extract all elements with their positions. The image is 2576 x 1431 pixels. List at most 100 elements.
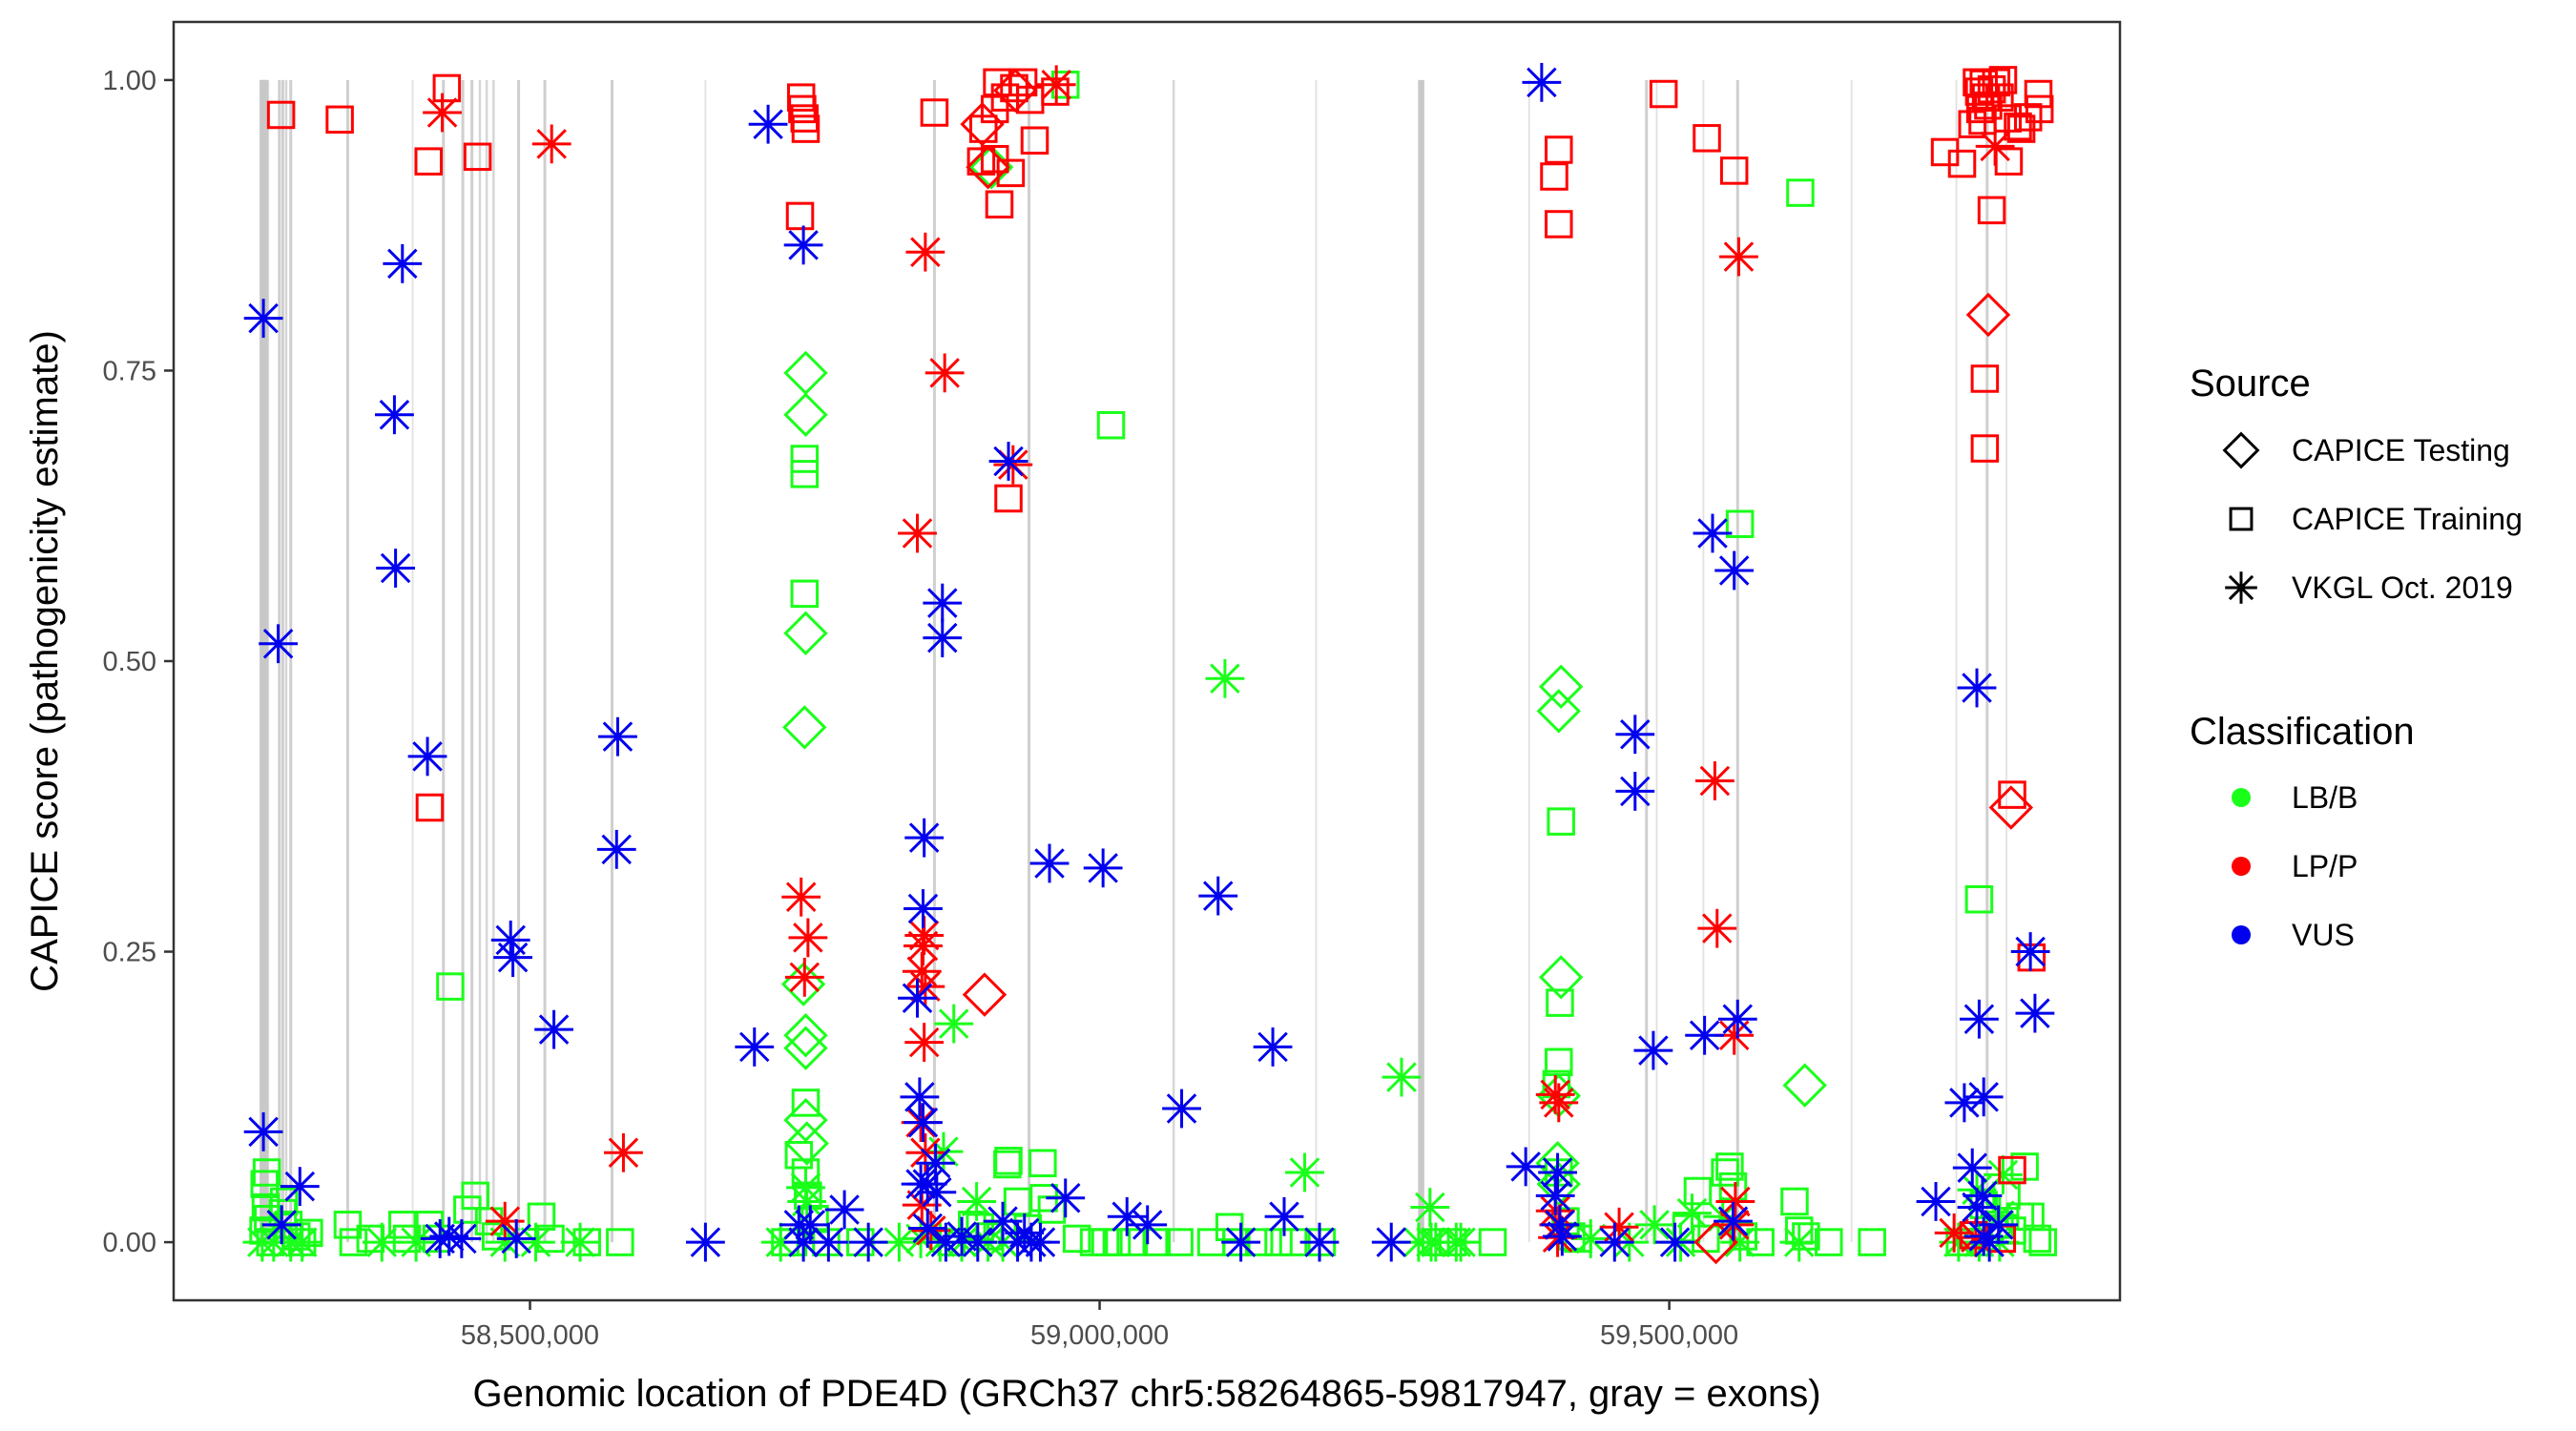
- legend-source-label: VKGL Oct. 2019: [2292, 570, 2513, 605]
- x-tick-label: 58,500,000: [461, 1320, 599, 1351]
- data-point-vkgl-vus: [1535, 1175, 1575, 1215]
- data-point-vkgl-lp-p: [898, 513, 937, 553]
- data-point-vkgl-vus: [1128, 1205, 1168, 1245]
- data-point-vkgl-vus: [407, 736, 447, 777]
- data-point-training-lp-p: [325, 105, 354, 135]
- data-point-vkgl-vus: [1029, 843, 1070, 883]
- legend-source-label: CAPICE Training: [2292, 502, 2523, 536]
- data-point-vkgl-lp-p: [905, 232, 945, 272]
- data-point-testing-lp-p: [1693, 1219, 1738, 1265]
- data-point-training-lp-p: [1719, 156, 1749, 185]
- data-point-training-lb-b: [1547, 807, 1575, 836]
- data-point-vkgl-vus: [1714, 1201, 1753, 1241]
- data-point-vkgl-vus: [1046, 1178, 1086, 1218]
- data-point-vkgl-lp-p: [924, 353, 965, 393]
- data-point-training-lp-p: [785, 201, 815, 231]
- data-point-training-lp-p: [1985, 83, 2014, 112]
- data-point-testing-lb-b: [1538, 664, 1584, 710]
- data-point-vkgl-vus: [1633, 1030, 1673, 1070]
- data-point-training-lb-b: [1683, 1176, 1713, 1206]
- data-point-vkgl-vus: [1969, 1222, 2009, 1262]
- data-point-training-lp-p: [1545, 210, 1573, 238]
- data-point-vkgl-vus: [1957, 668, 1997, 708]
- legend-classification-title: Classification: [2190, 711, 2415, 753]
- data-point-testing-lb-b: [783, 1097, 828, 1143]
- data-point-training-lb-b: [790, 445, 820, 473]
- data-point-training-lp-p: [985, 190, 1014, 219]
- data-point-vkgl-vus: [923, 583, 963, 623]
- data-point-vkgl-lp-p: [1694, 761, 1735, 800]
- data-point-training-lb-b: [784, 1140, 814, 1170]
- data-point-vkgl-vus: [783, 1222, 823, 1262]
- data-point-vkgl-vus: [1371, 1222, 1411, 1262]
- y-tick-label: 0.50: [103, 647, 156, 677]
- data-point-training-lp-p: [2024, 79, 2053, 109]
- data-point-training-lb-b: [606, 1228, 634, 1256]
- data-point-vkgl-lp-p: [423, 93, 462, 133]
- data-point-vkgl-vus: [496, 1219, 536, 1258]
- data-point-vkgl-vus: [958, 1222, 998, 1262]
- data-point-vkgl-lp-p: [485, 1201, 525, 1241]
- data-point-vkgl-vus: [1264, 1196, 1304, 1236]
- data-point-vkgl-lb-b: [1441, 1222, 1481, 1262]
- data-point-training-lp-p: [1947, 149, 1977, 178]
- data-point-training-lb-b: [1028, 1149, 1057, 1178]
- data-point-training-lp-p: [432, 73, 462, 103]
- data-point-training-lp-p: [1982, 68, 2011, 97]
- data-point-vkgl-vus: [1615, 772, 1655, 811]
- data-point-vkgl-vus: [598, 716, 637, 757]
- data-point-training-lb-b: [1546, 988, 1574, 1017]
- data-point-testing-lp-p: [1988, 785, 2034, 830]
- data-point-vkgl-lb-b: [1285, 1152, 1324, 1192]
- data-point-vkgl-lp-p: [1934, 1213, 1974, 1253]
- data-point-training-lp-p: [414, 147, 443, 176]
- x-axis: 58,500,000 59,000,000 59,500,000: [461, 1300, 1738, 1351]
- data-point-training-lp-p: [415, 793, 445, 822]
- data-point-vkgl-vus: [904, 1103, 943, 1143]
- data-point-vkgl-vus: [904, 818, 945, 858]
- data-point-vkgl-vus: [243, 1111, 283, 1151]
- data-point-vkgl-vus: [783, 225, 823, 265]
- data-point-vkgl-vus: [1083, 848, 1123, 888]
- data-point-vkgl-vus: [988, 442, 1028, 481]
- data-point-training-lb-b: [1102, 1228, 1132, 1256]
- data-point-training-lp-p: [1649, 79, 1678, 109]
- data-point-training-lp-p: [996, 158, 1026, 188]
- data-point-training-lb-b: [481, 1222, 510, 1251]
- data-point-training-lp-p: [788, 94, 817, 124]
- data-point-vkgl-vus: [1685, 1015, 1725, 1055]
- data-point-vkgl-vus: [243, 299, 283, 339]
- data-point-vkgl-lp-p: [1535, 1074, 1575, 1114]
- data-point-training-lb-b: [1858, 1228, 1886, 1256]
- exon-lines: [260, 79, 2007, 1243]
- data-point-vkgl-lp-p: [784, 957, 824, 997]
- data-point-training-lb-b: [1165, 1228, 1194, 1256]
- data-point-vkgl-vus: [596, 829, 636, 869]
- data-point-training-lb-b: [250, 1170, 280, 1198]
- data-point-training-lb-b: [790, 579, 820, 609]
- data-point-vkgl-vus: [2010, 932, 2050, 971]
- legend-source-label: CAPICE Testing: [2292, 433, 2510, 467]
- data-point-vkgl-vus: [686, 1222, 725, 1262]
- legend-classification-label: VUS: [2292, 918, 2355, 952]
- y-axis: 0.00 0.25 0.50 0.75 1.00: [103, 66, 174, 1258]
- data-point-vkgl-lb-b: [1634, 1205, 1674, 1245]
- data-point-testing-lp-p: [966, 145, 1010, 190]
- data-point-vkgl-lb-b: [1570, 1219, 1610, 1258]
- data-point-training-lb-b: [1786, 178, 1815, 207]
- data-point-vkgl-lp-p: [1697, 908, 1737, 948]
- data-point-training-lp-p: [1998, 780, 2026, 809]
- y-tick-label: 0.25: [103, 938, 156, 968]
- data-point-vkgl-lb-b: [560, 1222, 600, 1262]
- x-tick-label: 59,000,000: [1030, 1320, 1169, 1351]
- data-point-vkgl-lp-p: [905, 966, 945, 1006]
- data-point-training-lb-b: [1715, 1152, 1744, 1181]
- data-point-training-lb-b: [1096, 410, 1126, 440]
- data-point-training-lb-b: [2028, 1228, 2058, 1256]
- data-point-vkgl-vus: [900, 1077, 940, 1117]
- data-point-testing-lb-b: [783, 392, 828, 437]
- data-point-vkgl-lb-b: [1381, 1057, 1422, 1097]
- data-point-vkgl-lb-b: [1410, 1188, 1450, 1227]
- data-point-training-lb-b: [527, 1202, 556, 1232]
- legend-source-title: Source: [2190, 363, 2311, 404]
